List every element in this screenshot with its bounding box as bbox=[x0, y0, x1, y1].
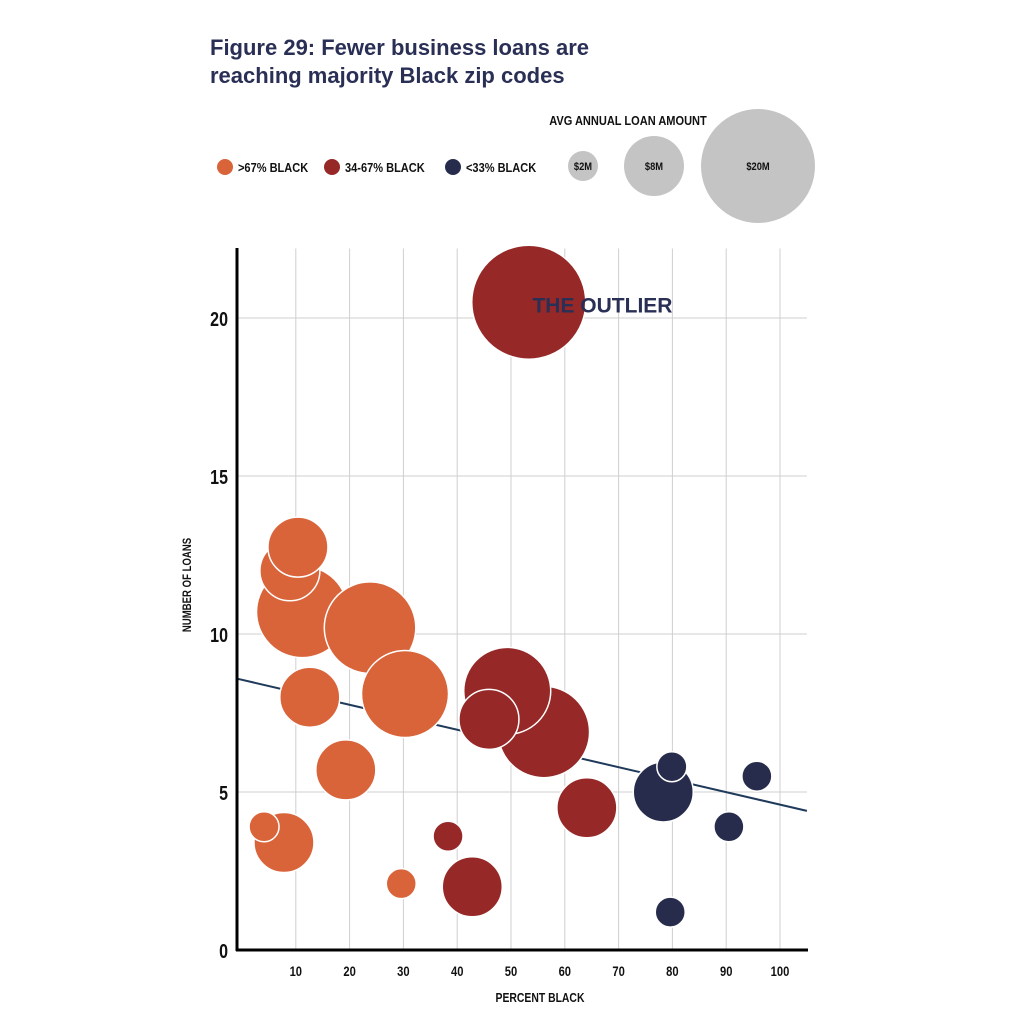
bubble-1-3 bbox=[458, 688, 520, 751]
y-tick-label-3: 15 bbox=[210, 466, 228, 488]
bubble-2-1 bbox=[656, 750, 688, 783]
x-tick-label-4: 50 bbox=[505, 964, 517, 979]
x-tick-label-3: 40 bbox=[451, 964, 463, 979]
size-legend-label-2: $20M bbox=[746, 161, 769, 173]
bubble-2-2 bbox=[741, 760, 773, 792]
legend-label-0: >67% BLACK bbox=[238, 160, 308, 175]
size-legend-bubble-2 bbox=[701, 109, 815, 223]
size-legend-label-0: $2M bbox=[574, 161, 592, 173]
y-axis-label: NUMBER OF LOANS bbox=[181, 538, 194, 632]
bubble-1-4 bbox=[556, 777, 618, 839]
bubble-2-3 bbox=[713, 811, 745, 843]
legend-swatch-1 bbox=[324, 159, 340, 175]
legend-swatch-0 bbox=[217, 159, 233, 175]
x-tick-label-8: 90 bbox=[720, 964, 732, 979]
bubble-1-0 bbox=[471, 244, 587, 360]
x-tick-label-6: 70 bbox=[612, 964, 624, 979]
bubble-0-9 bbox=[385, 867, 417, 900]
x-tick-label-7: 80 bbox=[666, 964, 678, 979]
y-tick-label-4: 20 bbox=[210, 308, 228, 330]
legend-label-1: 34-67% BLACK bbox=[345, 160, 425, 175]
bubble-2-4 bbox=[654, 896, 686, 928]
bubble-0-2 bbox=[267, 516, 329, 578]
size-legend-bubble-1 bbox=[624, 136, 684, 196]
bubble-1-5 bbox=[432, 820, 464, 852]
size-legend-label-1: $8M bbox=[645, 161, 663, 173]
bubble-1-6 bbox=[441, 856, 504, 918]
bubble-0-5 bbox=[360, 649, 450, 739]
y-tick-label-2: 10 bbox=[210, 624, 228, 646]
y-tick-label-0: 0 bbox=[219, 940, 228, 962]
size-legend-title: AVG ANNUAL LOAN AMOUNT bbox=[549, 113, 707, 128]
bubble-0-6 bbox=[315, 739, 377, 801]
legend-swatch-2 bbox=[445, 159, 461, 175]
x-tick-label-1: 20 bbox=[343, 964, 355, 979]
bubble-0-7 bbox=[248, 811, 280, 843]
legend-label-2: <33% BLACK bbox=[466, 160, 536, 175]
x-tick-label-0: 10 bbox=[290, 964, 302, 979]
x-tick-label-9: 100 bbox=[771, 964, 790, 979]
x-tick-label-2: 30 bbox=[397, 964, 409, 979]
size-legend-bubble-0 bbox=[568, 151, 598, 181]
x-tick-label-5: 60 bbox=[559, 964, 571, 979]
annotation-0: THE OUTLIER bbox=[532, 295, 672, 318]
title-line-1: Figure 29: Fewer business loans are bbox=[210, 35, 590, 60]
chart-title: Figure 29: Fewer business loans are reac… bbox=[210, 34, 770, 90]
title-line-2: reaching majority Black zip codes bbox=[210, 63, 565, 88]
bubble-0-4 bbox=[279, 666, 341, 728]
x-axis-label: PERCENT BLACK bbox=[496, 991, 585, 1005]
y-tick-label-1: 5 bbox=[219, 782, 228, 804]
